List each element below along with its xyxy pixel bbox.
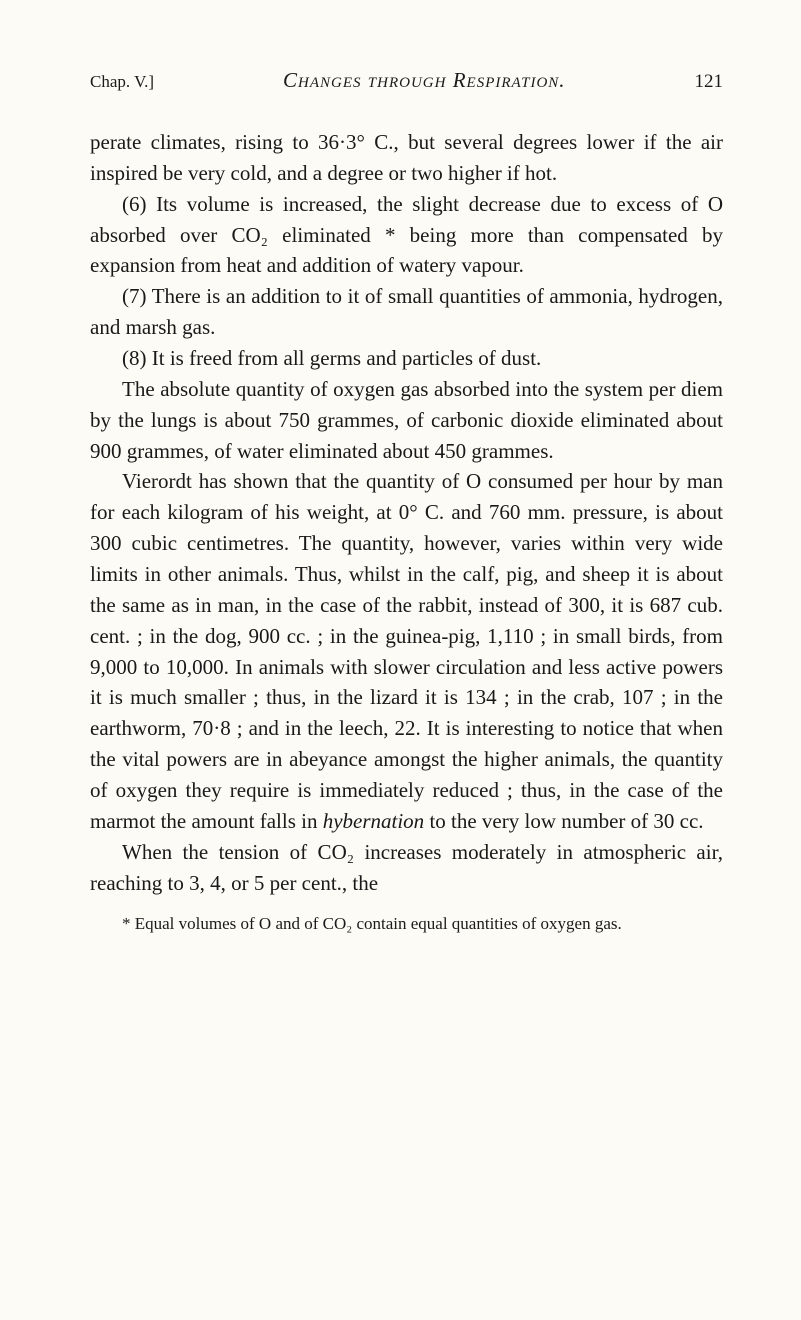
chapter-label: Chap. V.] [90, 72, 154, 92]
paragraph-3: (7) There is an addition to it of small … [90, 281, 723, 343]
body-text: perate climates, rising to 36·3° C., but… [90, 127, 723, 898]
paragraph-7: When the tension of CO₂ increases modera… [90, 837, 723, 899]
paragraph-6a: Vierordt has shown that the quantity of … [90, 469, 723, 832]
paragraph-5: The absolute quantity of oxygen gas abso… [90, 374, 723, 467]
page-number: 121 [695, 71, 724, 93]
paragraph-6: Vierordt has shown that the quantity of … [90, 466, 723, 836]
header-title: Changes through Respiration. [154, 68, 694, 93]
paragraph-1: perate climates, rising to 36·3° C., but… [90, 127, 723, 189]
footnote: * Equal volumes of O and of CO₂ contain … [90, 912, 723, 937]
page-container: Chap. V.] Changes through Respiration. 1… [0, 0, 801, 1320]
paragraph-4: (8) It is freed from all germs and parti… [90, 343, 723, 374]
hybernation-word: hybernation [323, 809, 424, 833]
header-title-text: Changes through Respiration. [283, 68, 566, 92]
page-header: Chap. V.] Changes through Respiration. 1… [90, 68, 723, 93]
paragraph-2: (6) Its volume is increased, the slight … [90, 189, 723, 282]
paragraph-6b: to the very low number of 30 cc. [424, 809, 703, 833]
